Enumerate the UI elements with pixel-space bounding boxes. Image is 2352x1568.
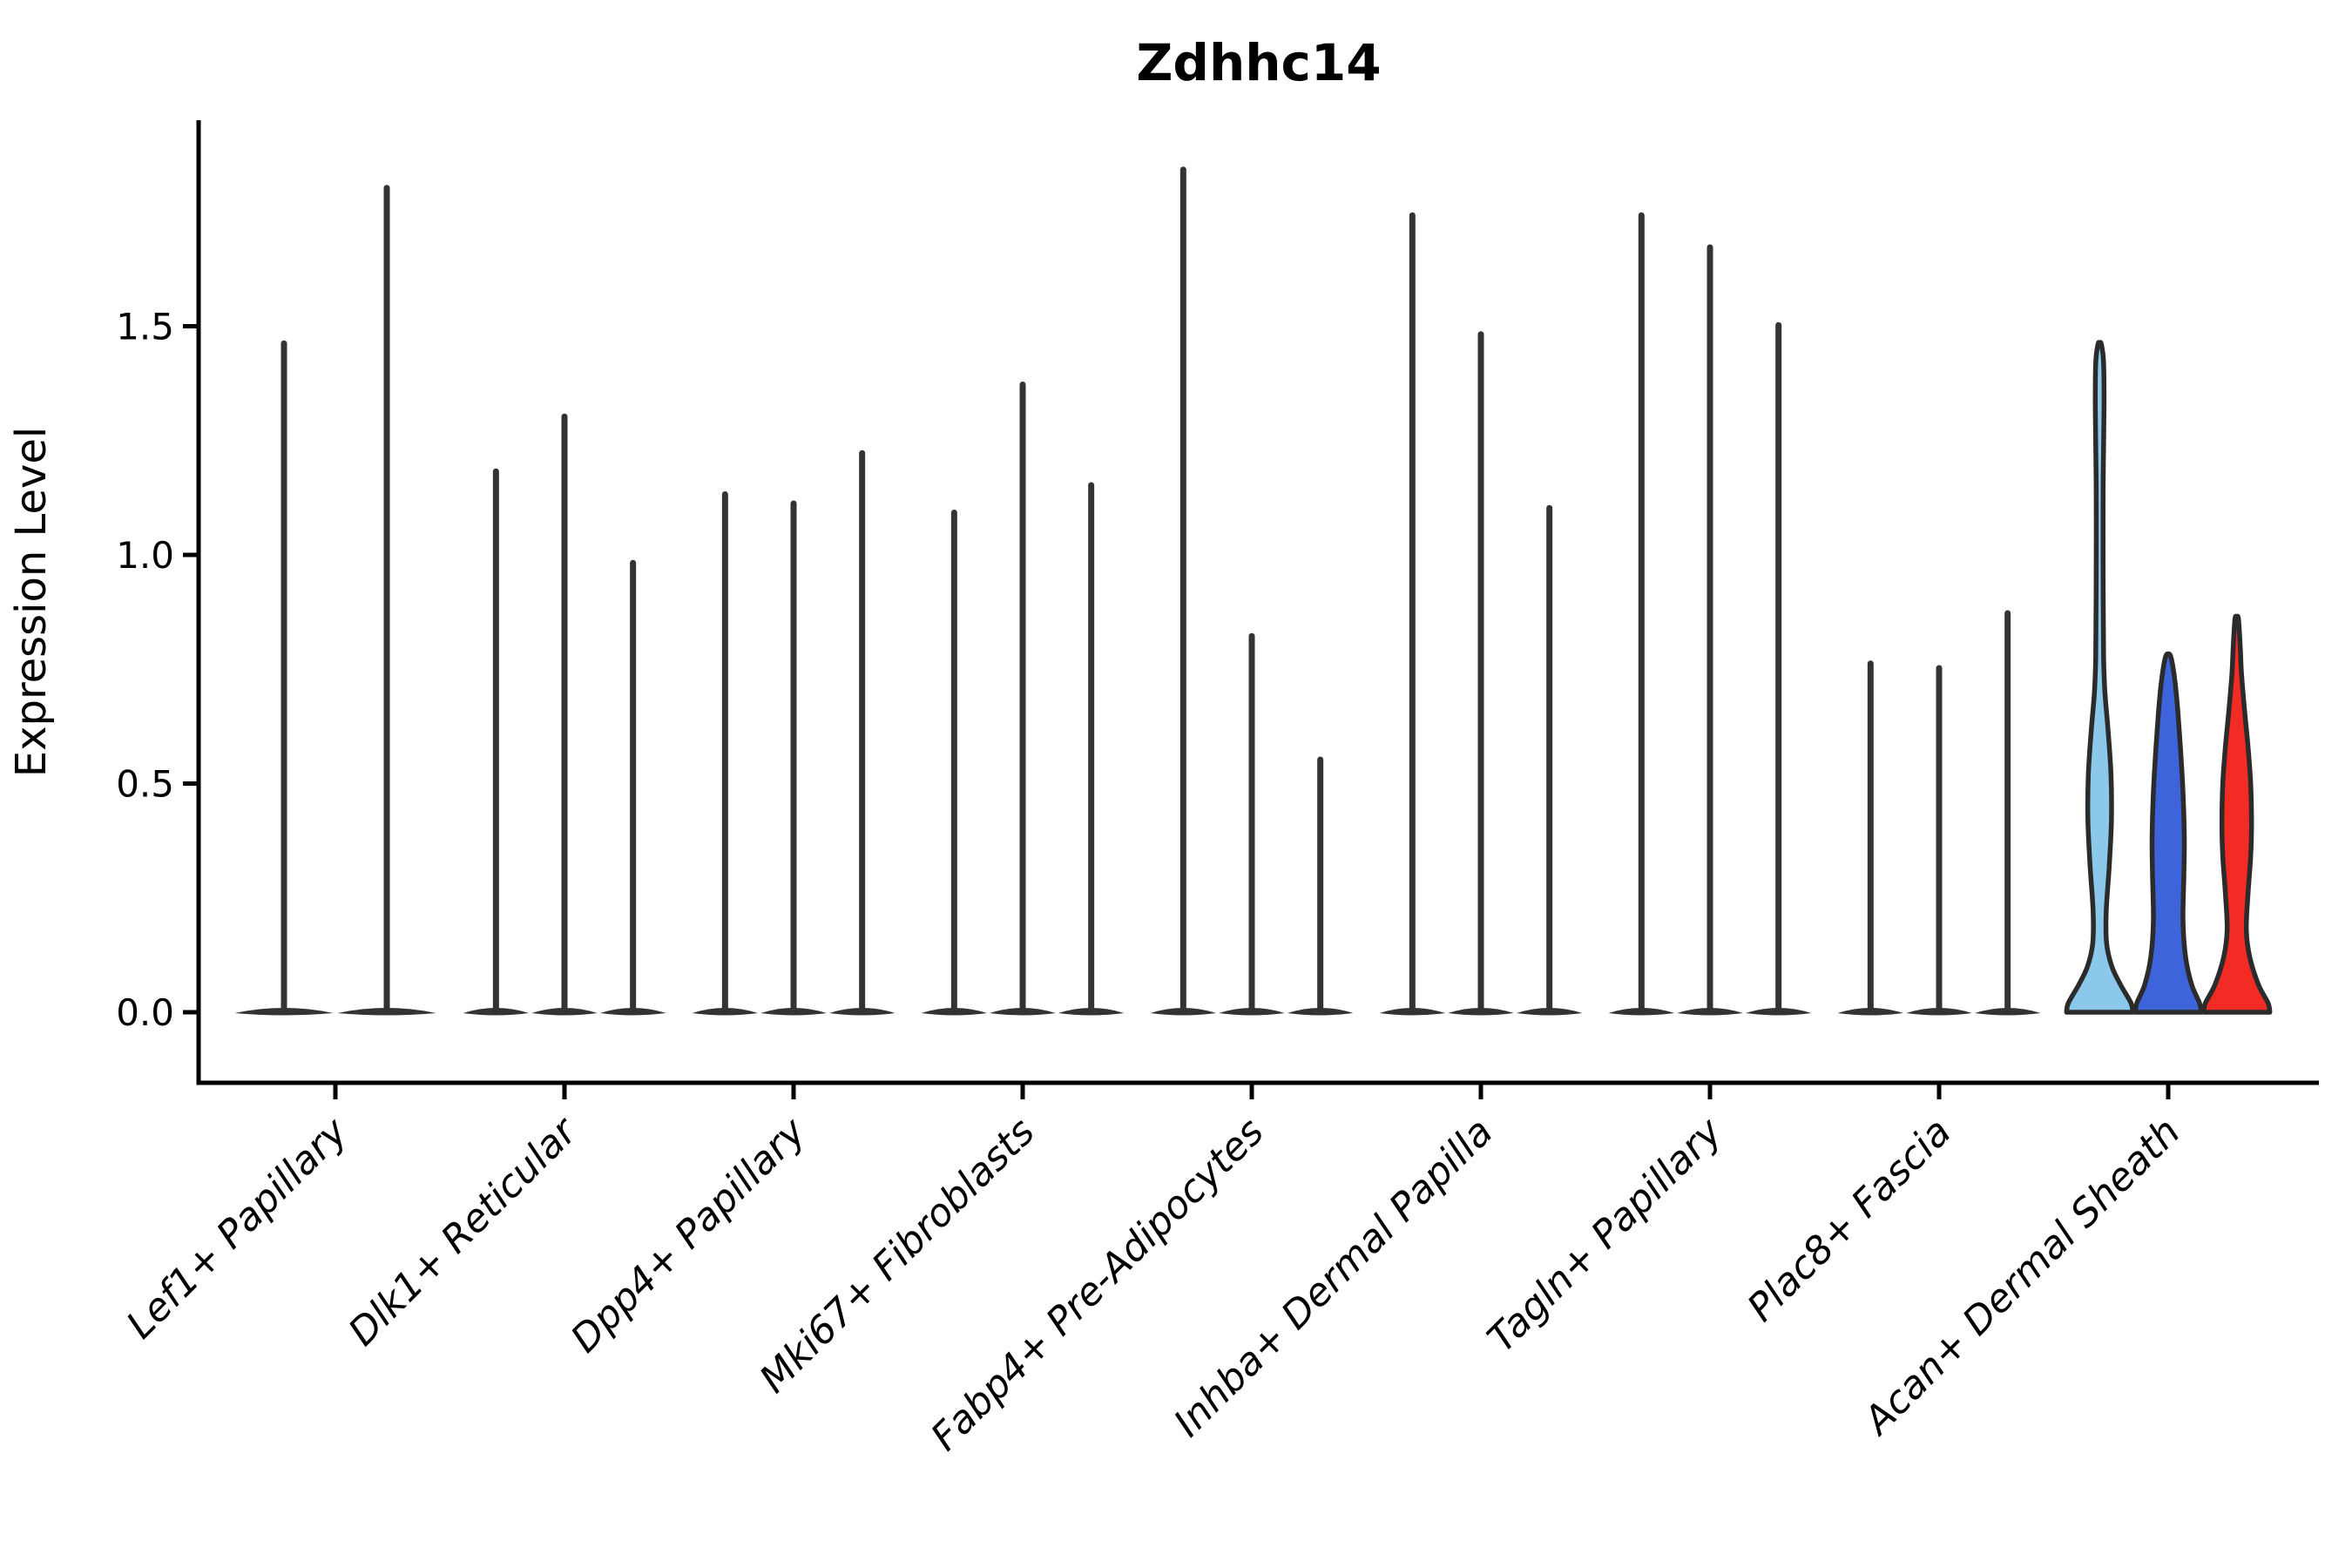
x-axis-category-label: Dpp4+ Papillary — [563, 1109, 815, 1362]
y-tick-label: 0.0 — [116, 991, 174, 1034]
y-tick-label: 1.0 — [116, 534, 174, 577]
y-tick-label: 0.5 — [116, 763, 174, 806]
x-axis-category-label: Plac8+ Fascia — [1739, 1110, 1959, 1330]
violin-body — [2064, 340, 2136, 1015]
violin-body — [2200, 613, 2273, 1015]
violin-body — [2132, 651, 2204, 1015]
violins — [234, 166, 2273, 1016]
x-axis-category-label: Tagln+ Papillary — [1479, 1109, 1731, 1361]
chart-title: Zdhhc14 — [1136, 33, 1381, 92]
x-axis-category-label: Dlk1+ Reticular — [340, 1108, 586, 1355]
x-axis-category-label: Lef1+ Papillary — [118, 1109, 357, 1348]
y-tick-label: 1.5 — [116, 306, 174, 348]
y-axis-ticks: 0.0 0.5 1.0 1.5 — [116, 306, 199, 1034]
y-axis-label: Expression Level — [7, 427, 56, 778]
